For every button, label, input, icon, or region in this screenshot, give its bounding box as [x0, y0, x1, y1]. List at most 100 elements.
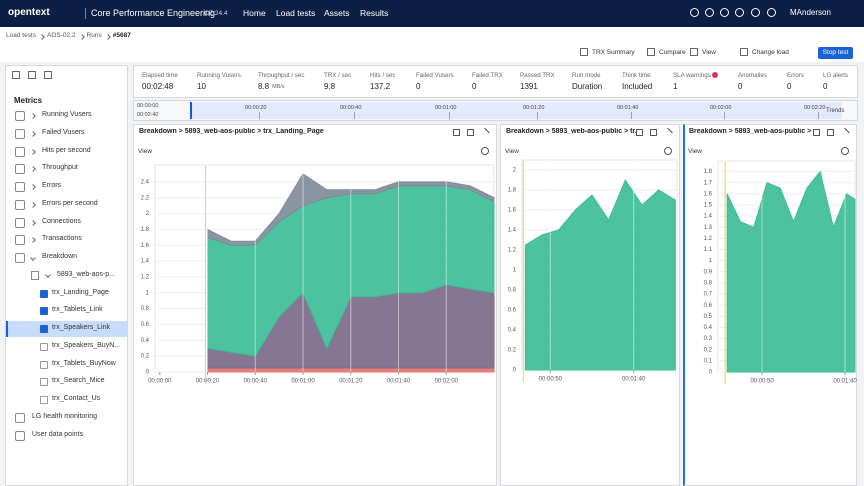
icon: [751, 8, 760, 17]
user-menu[interactable]: MAnderson: [790, 8, 831, 17]
icon: [40, 325, 48, 333]
timeline-tick: 00:00:20: [245, 105, 267, 111]
timeline-tick: 00:01:00: [435, 105, 457, 111]
toolbar-button[interactable]: Change load: [752, 49, 789, 56]
icon: [40, 342, 48, 351]
icon: [767, 8, 776, 17]
icon: [28, 71, 36, 79]
icon: [15, 199, 25, 210]
icon: [735, 8, 744, 17]
breadcrumb-item[interactable]: AOS-02.2: [47, 32, 76, 39]
panel: [683, 124, 857, 486]
icon: [664, 147, 672, 155]
icon: [15, 164, 25, 175]
transaction-item[interactable]: trx_Tablets_Link: [52, 306, 103, 314]
view-button[interactable]: View: [505, 148, 519, 155]
stat-label: Passed TRX: [520, 72, 555, 79]
metric-item[interactable]: Running Vusers: [42, 111, 92, 118]
icon: [15, 430, 25, 441]
metric-item[interactable]: Hits per second: [42, 146, 91, 154]
stat-value: 00:02:48: [142, 82, 174, 91]
metric-item[interactable]: Errors: [42, 182, 62, 189]
view-button[interactable]: View: [138, 148, 152, 155]
metric-item[interactable]: Transactions: [42, 235, 82, 243]
icon: [705, 8, 714, 17]
selected-row: [6, 321, 127, 337]
icon: [720, 8, 729, 17]
view-button[interactable]: View: [688, 148, 702, 155]
transaction-item[interactable]: trx_Tablets_BuyNow: [52, 359, 116, 367]
stat-value: 0: [472, 82, 477, 91]
icon: [15, 217, 25, 228]
icon: [40, 360, 48, 369]
nav-link[interactable]: Home: [243, 8, 266, 18]
timeline-tick: 00:00:40: [340, 105, 362, 111]
timeline-window[interactable]: [190, 102, 842, 119]
timeline-tick-mark: [354, 112, 355, 119]
icon: [12, 71, 20, 79]
metric-group[interactable]: 5893_web-aos-p...: [57, 270, 115, 278]
timeline-tick-mark: [259, 112, 260, 119]
metric-item[interactable]: Throughput: [42, 164, 78, 172]
icon: [15, 412, 25, 423]
stat-value: 0: [787, 82, 792, 91]
nav-link[interactable]: Load tests: [276, 8, 316, 18]
timeline-tick-mark: [631, 112, 632, 119]
metric-item[interactable]: Connections: [42, 217, 81, 225]
toolbar-button[interactable]: TRX Summary: [592, 49, 635, 56]
icon: [690, 8, 699, 17]
stat-value: Duration: [572, 82, 603, 91]
timeline-tick: 00:01:20: [523, 105, 545, 111]
nav-link[interactable]: Assets: [324, 8, 350, 18]
icon: [40, 289, 48, 298]
panel: [500, 124, 680, 486]
stat-label: Throughput / sec: [258, 72, 305, 79]
stat-value: 0: [416, 82, 421, 91]
icon: [40, 378, 48, 387]
icon: [650, 129, 657, 136]
trends-button[interactable]: Trends: [826, 108, 845, 114]
breadcrumb-item[interactable]: Load tests: [6, 32, 36, 39]
transaction-item[interactable]: trx_Search_Mice: [52, 377, 105, 385]
icon: [15, 235, 25, 246]
breadcrumb-item[interactable]: Runs: [86, 32, 102, 39]
metric-item[interactable]: Breakdown: [42, 253, 78, 260]
stat-label: Running Vusers: [197, 72, 241, 79]
stat-value: Included: [622, 82, 653, 91]
timeline-range: 00:02:40: [137, 112, 159, 118]
stat-value: 0: [738, 82, 743, 91]
stat-value: 137.2: [370, 82, 391, 91]
metric-item[interactable]: LG health monitoring: [32, 412, 97, 420]
metric-item[interactable]: Errors per second: [42, 199, 98, 207]
stat-label: TRX / sec: [324, 72, 352, 79]
icon: [813, 129, 820, 136]
transaction-item[interactable]: trx_Speakers_Link: [52, 324, 110, 331]
metric-item[interactable]: Failed Vusers: [42, 128, 85, 136]
toolbar-button[interactable]: Compare: [659, 49, 686, 56]
stat-value: 9.8: [324, 82, 336, 91]
timeline-tick: 00:01:40: [617, 105, 639, 111]
stat-label: Hits / sec: [370, 72, 396, 79]
stat-label: Errors: [787, 72, 804, 79]
metrics-panel: [5, 65, 128, 486]
icon: [44, 71, 52, 79]
icon: [740, 48, 748, 56]
divider: [85, 8, 86, 19]
transaction-item[interactable]: trx_Speakers_BuyN...: [52, 341, 121, 349]
timeline-tick-mark: [724, 112, 725, 119]
icon: [841, 147, 849, 155]
version: CE 24.4: [204, 10, 228, 17]
stat-label: SLA warnings: [673, 72, 711, 79]
transaction-item[interactable]: trx_Contact_Us: [52, 395, 101, 402]
stat-value: 1: [673, 82, 678, 91]
panel-title: Breakdown > 5893_web-aos-public > tr...: [506, 128, 636, 135]
transaction-item[interactable]: trx_Landing_Page: [52, 288, 109, 296]
product-name: Core Performance Engineering: [91, 8, 216, 18]
toolbar-button[interactable]: View: [702, 49, 716, 56]
metric-item[interactable]: User data points: [32, 430, 83, 438]
stat-value: 8.8: [258, 82, 270, 91]
stop-button[interactable]: Stop test: [818, 47, 853, 59]
nav-link[interactable]: Results: [360, 8, 389, 18]
icon: [580, 48, 588, 56]
